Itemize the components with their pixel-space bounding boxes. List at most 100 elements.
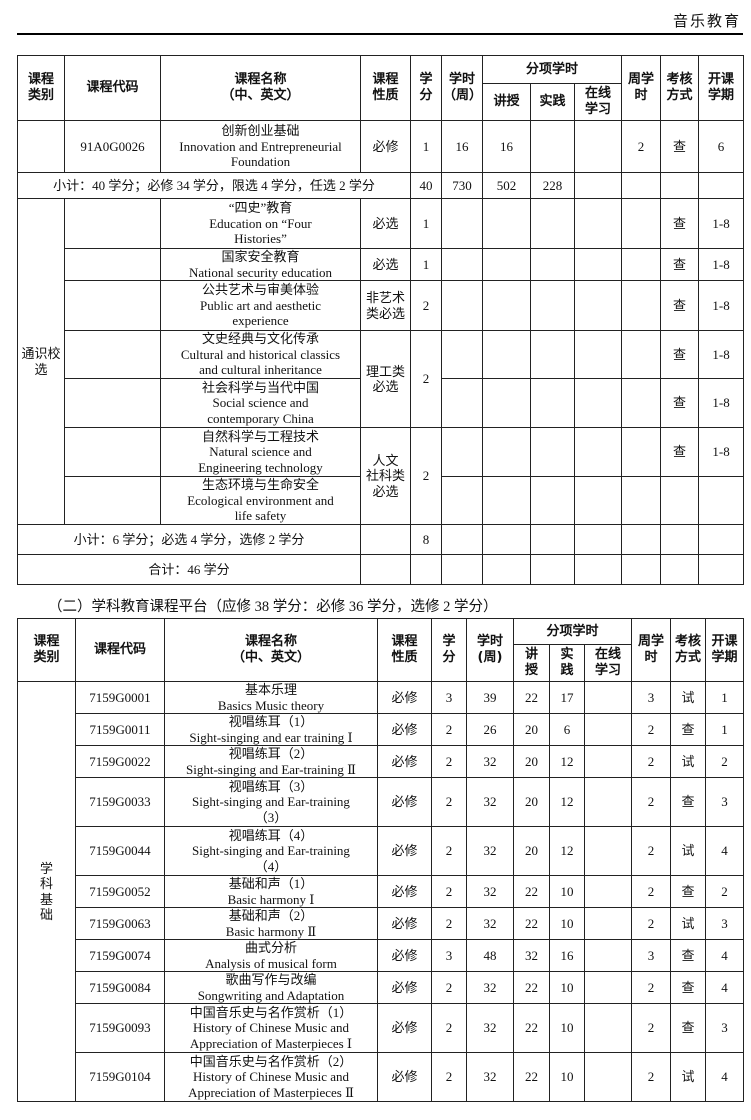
cell-practice: 10 xyxy=(549,875,585,908)
cell-hours: 39 xyxy=(466,681,514,714)
cell-nature: 必修 xyxy=(377,971,432,1004)
subtotal-text: 小计：40 学分；必修 34 学分，限选 4 学分，任选 2 学分 xyxy=(17,172,411,199)
cell-online xyxy=(583,826,633,876)
empty-cell xyxy=(482,378,531,428)
empty-cell xyxy=(441,330,483,379)
cell-exam: 试 xyxy=(670,1052,707,1102)
cell-online xyxy=(583,971,633,1004)
table-row: 7159G0022 视唱练耳（2） Sight-singing and Ear-t… xyxy=(18,745,745,778)
cell-term: 2 xyxy=(705,745,745,778)
cell-code: 7159G0063 xyxy=(75,907,165,940)
empty-cell xyxy=(573,427,623,477)
cell-exam: 查 xyxy=(660,427,700,477)
cell-nature: 必修 xyxy=(360,120,411,173)
cell-lecture: 20 xyxy=(513,713,550,746)
subtotal-text: 小计：6 学分；必选 4 学分，选修 2 学分 xyxy=(17,524,361,555)
table-row: 7159G0084 歌曲写作与改编 Songwriting and Adaptat… xyxy=(18,971,745,1004)
cell-code xyxy=(64,378,161,428)
cell-hours: 26 xyxy=(466,713,514,746)
cell-nature: 必选 xyxy=(360,198,411,249)
cell-exam: 查 xyxy=(660,330,700,379)
subtotal-lecture: 502 xyxy=(482,172,531,199)
empty-cell xyxy=(621,554,662,585)
cell-code xyxy=(64,476,161,525)
discipline-courses-table: 课程 类别 课程代码 课程名称 （中、英文） 课程 性质 学 分 学时 (周) … xyxy=(17,618,745,1102)
cell-hours: 32 xyxy=(466,907,514,940)
cell-nature: 必修 xyxy=(377,907,432,940)
empty-cell xyxy=(482,524,531,555)
cell-exam: 查 xyxy=(670,1003,707,1053)
empty-cell xyxy=(573,248,623,281)
cell-practice: 10 xyxy=(549,1052,585,1102)
table-row: 公共艺术与审美体验 Public art and aesthetic exper… xyxy=(18,280,745,331)
cell-code: 7159G0044 xyxy=(75,826,165,876)
empty-cell xyxy=(482,280,531,331)
cell-lecture: 32 xyxy=(513,939,550,972)
empty-cell xyxy=(621,248,662,281)
cell-nature: 理工类 必选 xyxy=(360,330,411,428)
general-courses-table: 课程 类别 课程代码 课程名称 （中、英文） 课程 性质 学 分 学时 （周） … xyxy=(17,55,745,585)
cell-online xyxy=(583,713,633,746)
cell-credit: 2 xyxy=(431,875,467,908)
empty-cell xyxy=(360,554,411,585)
cell-weekly: 2 xyxy=(621,120,662,173)
cell-exam: 查 xyxy=(660,120,700,173)
header-practice: 实践 xyxy=(530,83,575,121)
subtotal-credit: 40 xyxy=(410,172,442,199)
empty-cell xyxy=(482,248,531,281)
header-weekly: 周学 时 xyxy=(631,618,672,682)
empty-cell xyxy=(698,554,745,585)
empty-cell xyxy=(530,330,575,379)
empty-cell xyxy=(530,524,575,555)
cell-credit: 2 xyxy=(410,330,442,428)
cell-nature: 非艺术 类必选 xyxy=(360,280,411,331)
header-hours: 学时 (周) xyxy=(466,618,514,682)
empty-cell xyxy=(441,427,483,477)
header-code: 课程代码 xyxy=(64,55,161,121)
cell-code: 7159G0084 xyxy=(75,971,165,1004)
cell-practice: 6 xyxy=(549,713,585,746)
cell-term: 3 xyxy=(705,777,745,827)
cell-term: 1-8 xyxy=(698,280,745,331)
empty-cell xyxy=(573,330,623,379)
cell-term: 4 xyxy=(705,939,745,972)
cell-online xyxy=(583,907,633,940)
cell-name: 基本乐理 Basics Music theory xyxy=(164,681,378,714)
cell-code: 7159G0093 xyxy=(75,1003,165,1053)
empty-cell xyxy=(621,427,662,477)
cell-term: 1-8 xyxy=(698,198,745,249)
table-row: 通识校选 “四史”教育 Education on “Four Histories”… xyxy=(17,198,745,525)
table-row: 7159G0104 中国音乐史与名作赏析（2） History of Chines… xyxy=(18,1052,745,1102)
cell-exam: 查 xyxy=(660,198,700,249)
cell-practice: 12 xyxy=(549,745,585,778)
empty-cell xyxy=(698,524,745,555)
header-lecture: 讲 授 xyxy=(513,644,550,682)
cell-code: 91A0G0026 xyxy=(64,120,161,173)
cell-name: 中国音乐史与名作赏析（2） History of Chinese Music a… xyxy=(164,1052,378,1102)
cell-exam: 查 xyxy=(660,378,700,428)
cell-weekly: 2 xyxy=(631,777,672,827)
cell-name: 国家安全教育 National security education xyxy=(160,248,361,281)
cell-credit: 2 xyxy=(431,1052,467,1102)
cell-term: 1 xyxy=(705,713,745,746)
cell-name: 自然科学与工程技术 Natural science and Engineerin… xyxy=(160,427,361,477)
cell-name: 社会科学与当代中国 Social science and contemporar… xyxy=(160,378,361,428)
cell-lecture: 22 xyxy=(513,681,550,714)
cell-exam: 试 xyxy=(670,745,707,778)
cell-exam: 试 xyxy=(670,907,707,940)
cell-hours: 32 xyxy=(466,1003,514,1053)
cell-hours: 32 xyxy=(466,777,514,827)
table-row: 学 科 基 础 7159G0001 基本乐理 Basics Music theory… xyxy=(17,681,745,1102)
empty-cell xyxy=(573,554,623,585)
cell-nature: 必修 xyxy=(377,745,432,778)
cell-nature: 必修 xyxy=(377,826,432,876)
cell-exam: 试 xyxy=(670,681,707,714)
empty-cell xyxy=(573,378,623,428)
empty-cell xyxy=(441,476,483,525)
cell-weekly: 2 xyxy=(631,745,672,778)
empty-cell xyxy=(573,198,623,249)
empty-cell xyxy=(441,198,483,249)
empty-cell xyxy=(482,554,531,585)
empty-cell xyxy=(621,330,662,379)
header-category: 课程 类别 xyxy=(17,55,65,121)
